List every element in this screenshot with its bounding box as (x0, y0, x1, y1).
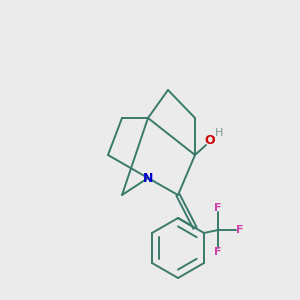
Text: F: F (214, 203, 222, 213)
Text: O: O (205, 134, 215, 146)
Text: N: N (143, 172, 153, 184)
Text: F: F (236, 225, 244, 235)
Text: H: H (215, 128, 223, 138)
Text: F: F (214, 247, 222, 257)
